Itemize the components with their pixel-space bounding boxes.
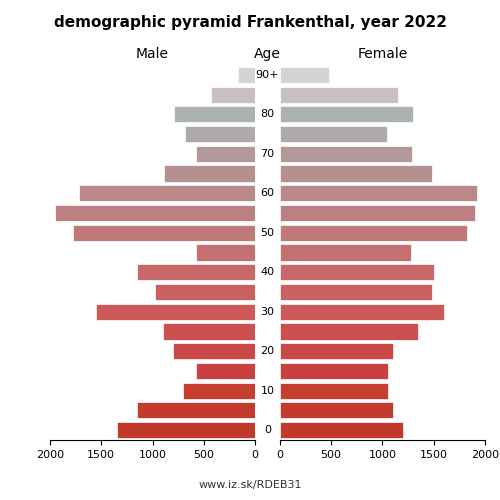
- Text: 80: 80: [260, 110, 274, 120]
- Text: 90+: 90+: [256, 70, 279, 80]
- Bar: [280, 324, 418, 340]
- Bar: [173, 343, 255, 359]
- Bar: [280, 224, 466, 241]
- Bar: [280, 363, 388, 379]
- Text: 0: 0: [264, 425, 271, 435]
- Bar: [280, 126, 386, 142]
- Bar: [137, 402, 255, 418]
- Bar: [280, 205, 474, 221]
- Bar: [164, 166, 255, 182]
- Bar: [280, 146, 412, 162]
- Bar: [280, 402, 392, 418]
- Bar: [280, 244, 411, 260]
- Bar: [163, 324, 255, 340]
- Bar: [78, 185, 255, 202]
- Bar: [196, 363, 255, 379]
- Bar: [137, 264, 255, 280]
- Text: demographic pyramid Frankenthal, year 2022: demographic pyramid Frankenthal, year 20…: [54, 15, 446, 30]
- Bar: [280, 67, 329, 83]
- Bar: [280, 382, 388, 399]
- Bar: [280, 304, 444, 320]
- Bar: [280, 343, 392, 359]
- Bar: [280, 185, 477, 202]
- Bar: [211, 86, 255, 102]
- Bar: [280, 422, 403, 438]
- Bar: [55, 205, 255, 221]
- Text: www.iz.sk/RDEB31: www.iz.sk/RDEB31: [198, 480, 302, 490]
- Bar: [196, 244, 255, 260]
- Bar: [280, 264, 434, 280]
- Title: Age: Age: [254, 47, 281, 61]
- Text: 30: 30: [260, 306, 274, 316]
- Title: Male: Male: [136, 47, 169, 61]
- Bar: [174, 106, 255, 122]
- Bar: [116, 422, 255, 438]
- Bar: [72, 224, 255, 241]
- Text: 50: 50: [260, 228, 274, 238]
- Title: Female: Female: [358, 47, 408, 61]
- Bar: [280, 166, 432, 182]
- Bar: [196, 146, 255, 162]
- Bar: [154, 284, 255, 300]
- Bar: [96, 304, 255, 320]
- Text: 70: 70: [260, 149, 274, 159]
- Bar: [280, 86, 398, 102]
- Bar: [238, 67, 255, 83]
- Bar: [280, 106, 413, 122]
- Text: 40: 40: [260, 267, 274, 277]
- Bar: [184, 382, 255, 399]
- Bar: [186, 126, 255, 142]
- Text: 10: 10: [260, 386, 274, 396]
- Text: 20: 20: [260, 346, 274, 356]
- Text: 60: 60: [260, 188, 274, 198]
- Bar: [280, 284, 432, 300]
